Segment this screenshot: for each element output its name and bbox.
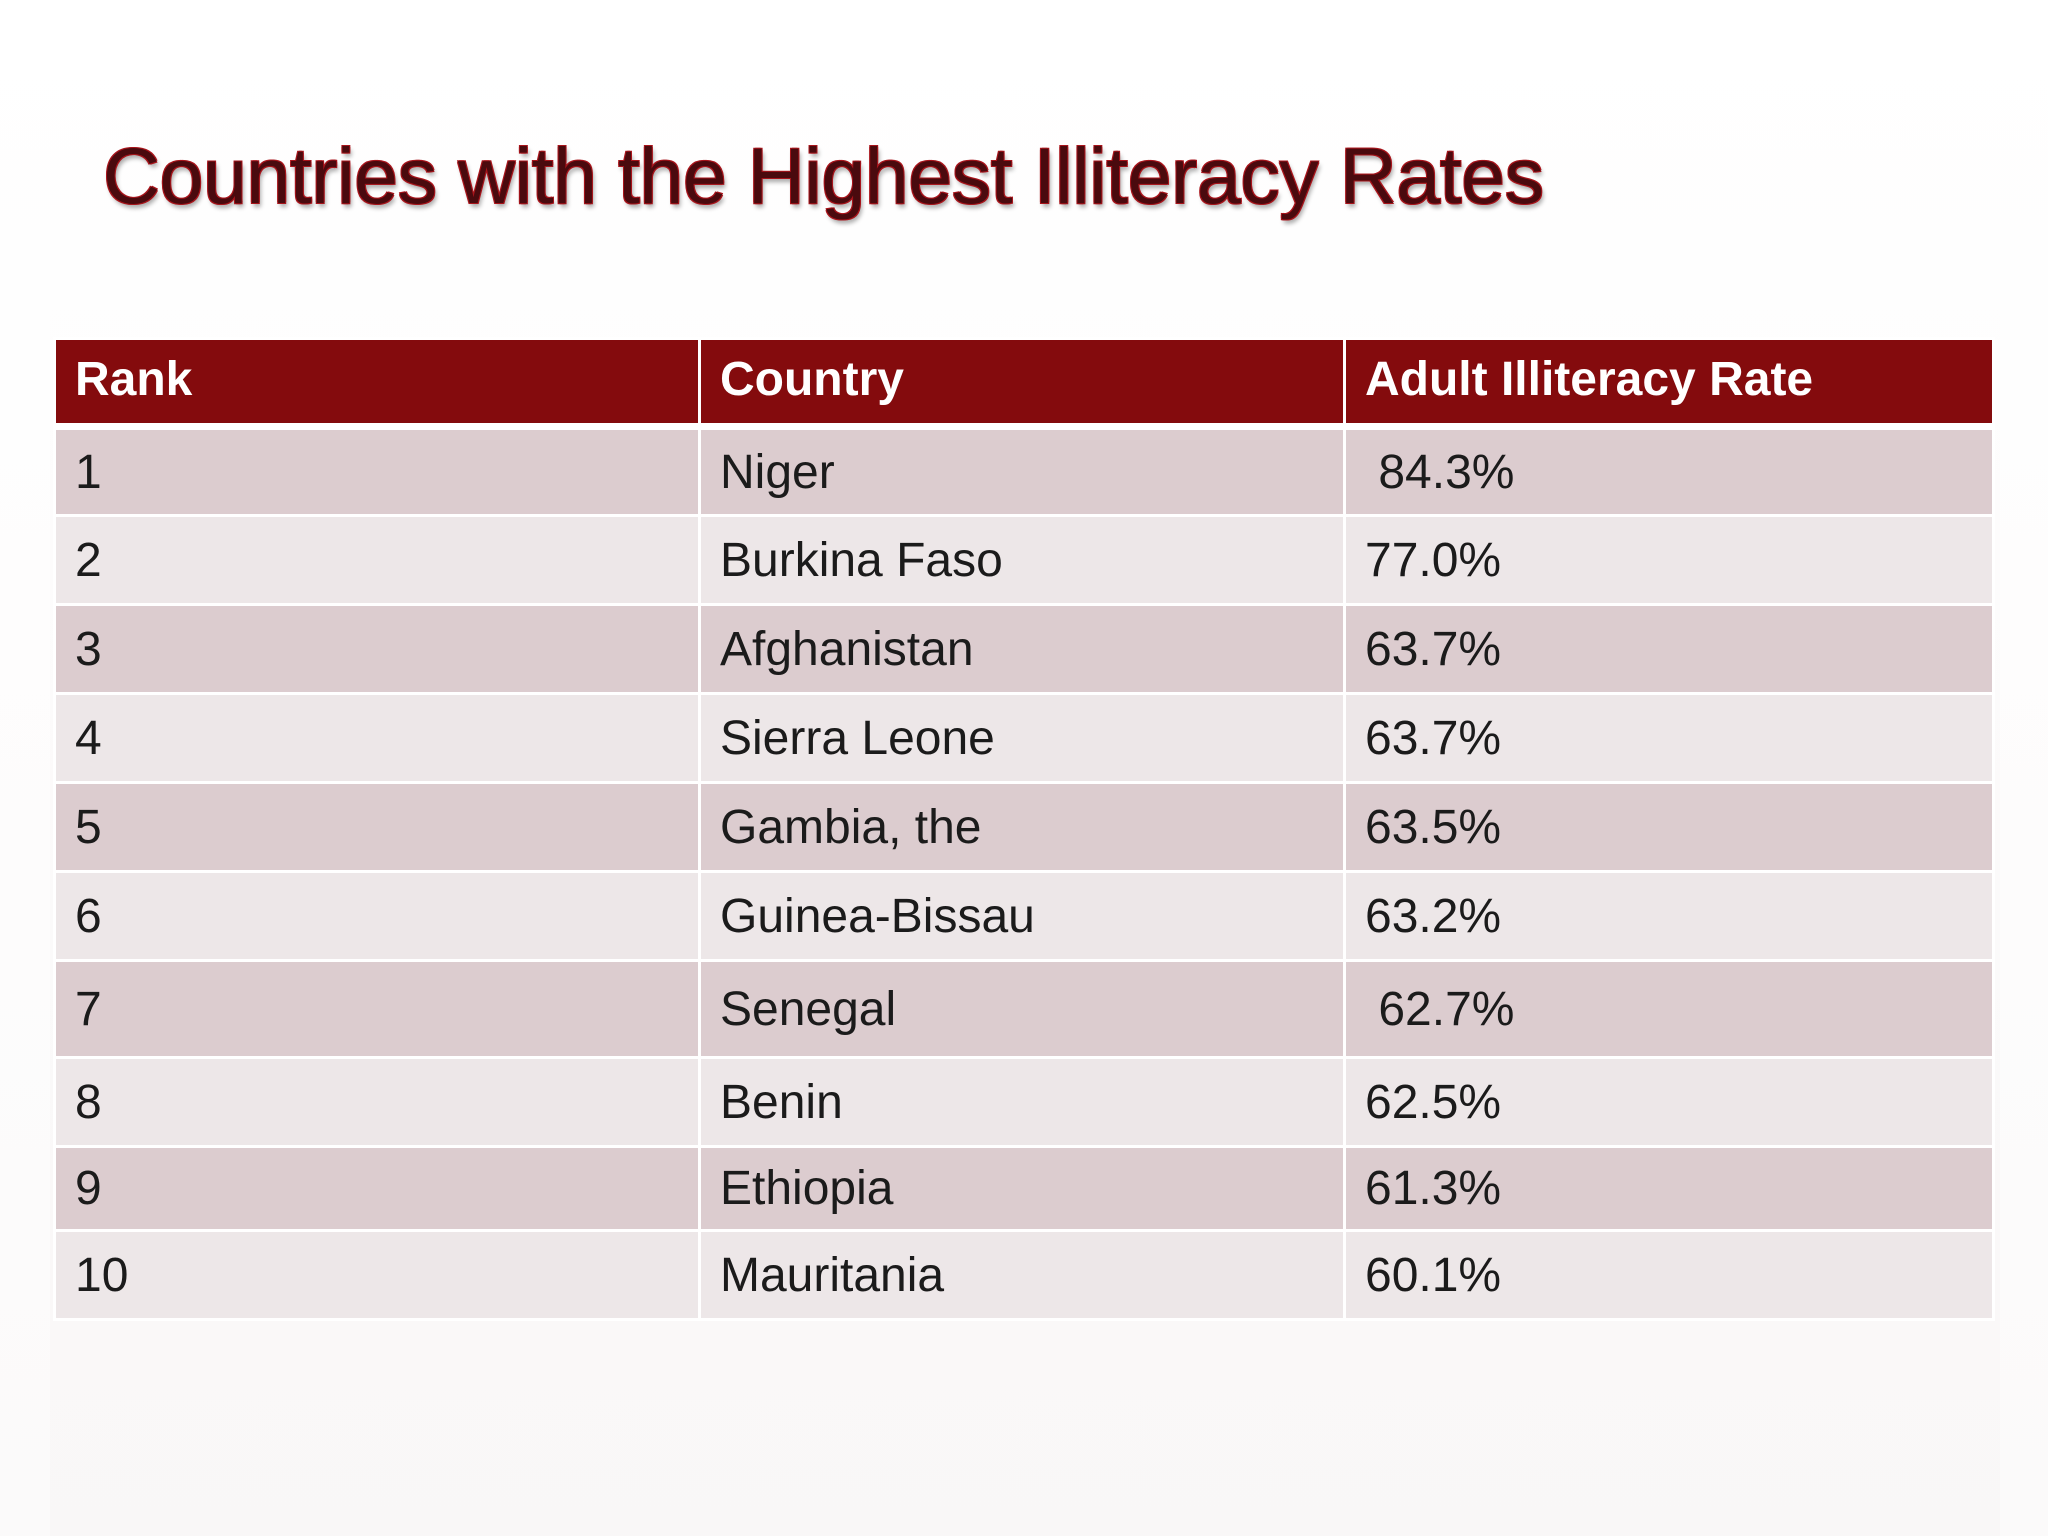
table-row: 4 Sierra Leone 63.7% [53, 692, 1995, 784]
header-rate: Adult Illiteracy Rate [1343, 337, 1995, 430]
cell-country: Benin [698, 1056, 1346, 1148]
cell-country: Sierra Leone [698, 692, 1346, 784]
slide-title: Countries with the Highest Illiteracy Ra… [103, 131, 1544, 220]
header-country: Country [698, 337, 1346, 430]
cell-rank: 1 [53, 425, 701, 517]
cell-rank: 5 [53, 781, 701, 873]
cell-rate: 60.1% [1343, 1229, 1995, 1321]
cell-country: Ethiopia [698, 1145, 1346, 1232]
table-row: 3 Afghanistan 63.7% [53, 603, 1995, 695]
cell-rank: 4 [53, 692, 701, 784]
illiteracy-table: Rank Country Adult Illiteracy Rate 1 Nig… [53, 337, 1995, 1321]
cell-country: Mauritania [698, 1229, 1346, 1321]
cell-rank: 6 [53, 870, 701, 962]
cell-rate: 63.5% [1343, 781, 1995, 873]
cell-country: Guinea-Bissau [698, 870, 1346, 962]
table-row: 2 Burkina Faso 77.0% [53, 514, 1995, 606]
cell-rate: 77.0% [1343, 514, 1995, 606]
table-row: 7 Senegal 62.7% [53, 959, 1995, 1059]
cell-rank: 9 [53, 1145, 701, 1232]
cell-rate: 62.7% [1343, 959, 1995, 1059]
cell-country: Burkina Faso [698, 514, 1346, 606]
cell-rate: 63.7% [1343, 603, 1995, 695]
cell-country: Gambia, the [698, 781, 1346, 873]
cell-rank: 10 [53, 1229, 701, 1321]
table-row: 1 Niger 84.3% [53, 425, 1995, 517]
cell-country: Afghanistan [698, 603, 1346, 695]
header-rank: Rank [53, 337, 701, 430]
cell-rate: 61.3% [1343, 1145, 1995, 1232]
cell-rank: 3 [53, 603, 701, 695]
table-row: 5 Gambia, the 63.5% [53, 781, 1995, 873]
cell-rank: 7 [53, 959, 701, 1059]
table-row: 6 Guinea-Bissau 63.2% [53, 870, 1995, 962]
cell-rate: 63.7% [1343, 692, 1995, 784]
cell-rank: 2 [53, 514, 701, 606]
table-row: 8 Benin 62.5% [53, 1056, 1995, 1148]
cell-country: Senegal [698, 959, 1346, 1059]
cell-rank: 8 [53, 1056, 701, 1148]
table-row: 10 Mauritania 60.1% [53, 1229, 1995, 1321]
table-header-row: Rank Country Adult Illiteracy Rate [53, 337, 1995, 430]
cell-rate: 63.2% [1343, 870, 1995, 962]
cell-country: Niger [698, 425, 1346, 517]
cell-rate: 84.3% [1343, 425, 1995, 517]
table-row: 9 Ethiopia 61.3% [53, 1145, 1995, 1232]
cell-rate: 62.5% [1343, 1056, 1995, 1148]
